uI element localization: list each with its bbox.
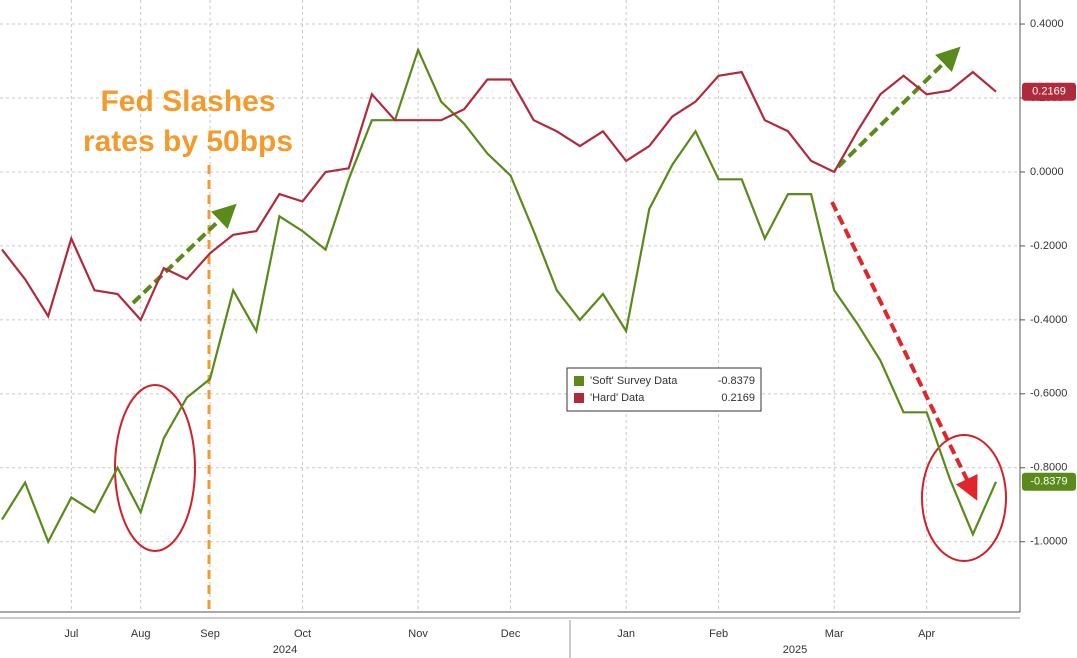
value-badge-label: 0.2169 — [1032, 86, 1066, 98]
year-label: 2024 — [273, 644, 297, 656]
x-tick-label: Jan — [617, 628, 635, 640]
x-tick-label: Oct — [294, 628, 311, 640]
x-tick-label: Jul — [64, 628, 78, 640]
y-tick-label: -0.4000 — [1030, 314, 1067, 326]
value-badge — [1022, 472, 1076, 491]
y-tick-label: -1.0000 — [1030, 536, 1067, 548]
legend-swatch — [574, 393, 584, 403]
highlight-circle — [921, 434, 1007, 562]
legend-value: 0.2169 — [721, 392, 755, 404]
y-tick-label: -0.6000 — [1030, 388, 1067, 400]
y-tick-label: 0.4000 — [1030, 18, 1064, 30]
legend-label: 'Soft' Survey Data — [590, 375, 678, 387]
legend-label: 'Hard' Data — [590, 392, 645, 404]
x-tick-label: Apr — [918, 628, 935, 640]
x-tick-label: Mar — [825, 628, 844, 640]
arrow — [836, 46, 961, 169]
arrow — [131, 203, 237, 305]
x-tick-label: Nov — [408, 628, 428, 640]
highlight-circle — [114, 384, 196, 552]
legend-swatch — [574, 376, 584, 386]
year-label: 2025 — [783, 644, 807, 656]
annotation: rates by 50bps — [83, 125, 293, 158]
legend-value: -0.8379 — [718, 375, 755, 387]
x-tick-label: Aug — [131, 628, 151, 640]
y-tick-label: -0.2000 — [1030, 240, 1067, 252]
x-tick-label: Sep — [200, 628, 220, 640]
arrow — [830, 201, 978, 501]
x-tick-label: Dec — [501, 628, 521, 640]
y-tick-label: 0.0000 — [1030, 166, 1064, 178]
x-tick-label: Feb — [709, 628, 728, 640]
legend: 'Soft' Survey Data -0.8379 'Hard' Data 0.21… — [566, 367, 762, 412]
series-line — [1, 70, 997, 322]
value-badge-label: -0.8379 — [1030, 476, 1067, 488]
legend-box — [566, 367, 762, 412]
y-tick-label: -0.8000 — [1030, 462, 1067, 474]
value-badge — [1022, 82, 1076, 101]
annotation: Fed Slashes — [100, 85, 275, 118]
series-line — [1, 46, 998, 545]
layout — [0, 0, 1021, 658]
